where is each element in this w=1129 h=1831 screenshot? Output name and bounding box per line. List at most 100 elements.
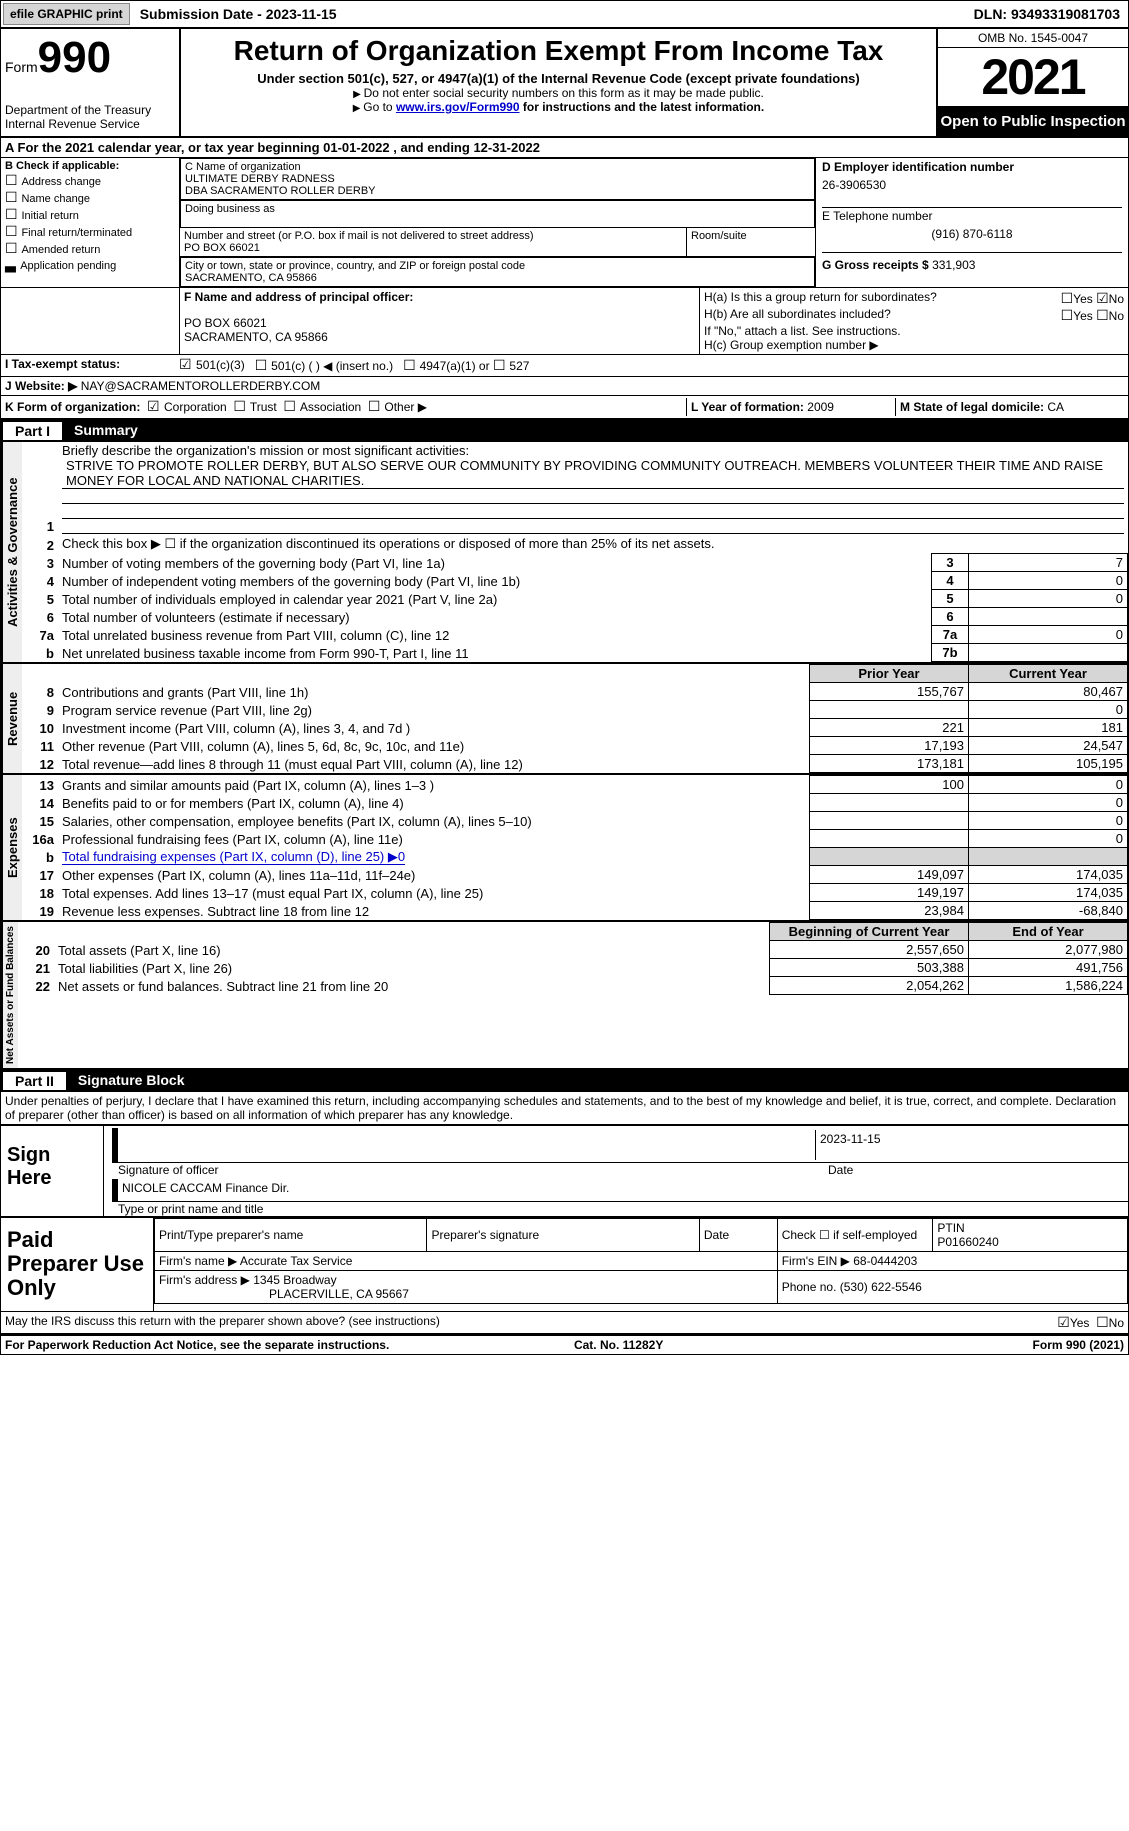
- exp-2-num: 15: [22, 812, 58, 830]
- gross-receipts: G Gross receipts $ 331,903: [822, 254, 1122, 272]
- klm-row: K Form of organization: ☑ Corporation ☐ …: [1, 396, 1128, 420]
- ag-5-box: 7b: [932, 644, 969, 662]
- form-ref-num: 990: [1066, 1338, 1086, 1352]
- mission-blank-1: [62, 489, 1124, 504]
- net-0-num: 20: [18, 941, 54, 959]
- form-990-num: 990: [38, 33, 111, 82]
- principal-officer-label: F Name and address of principal officer:: [184, 290, 695, 304]
- open-to-public: Open to Public Inspection: [938, 107, 1128, 136]
- period-mid: , and ending: [393, 140, 473, 155]
- goto-note: Go to www.irs.gov/Form990 for instructio…: [187, 100, 930, 114]
- paid-preparer-body: Print/Type preparer's name Preparer's si…: [154, 1218, 1128, 1311]
- chk-pending-label: Application pending: [20, 260, 116, 272]
- rev-2-cy: 181: [969, 719, 1128, 737]
- col-c: C Name of organization ULTIMATE DERBY RA…: [180, 158, 815, 287]
- exp-4-cy-grey: [969, 848, 1128, 866]
- opt-other: Other ▶: [384, 400, 427, 414]
- section-fh: F Name and address of principal officer:…: [1, 288, 1128, 355]
- exp-2-py: [810, 812, 969, 830]
- tax-exempt-label: I Tax-exempt status:: [5, 357, 179, 374]
- penalty-text: Under penalties of perjury, I declare th…: [1, 1092, 1128, 1124]
- rev-2-num: 10: [22, 719, 58, 737]
- chk-501c[interactable]: ☐ 501(c) ( ) ◀ (insert no.): [255, 357, 393, 374]
- hb-note: If "No," attach a list. See instructions…: [704, 324, 1124, 338]
- paid-head-3: Check ☐ if self-employed: [777, 1219, 933, 1252]
- form-title: Return of Organization Exempt From Incom…: [187, 35, 930, 67]
- exp-0-py: 100: [810, 776, 969, 794]
- cat-no: Cat. No. 11282Y: [574, 1338, 663, 1352]
- chk-final-label: Final return/terminated: [21, 227, 132, 239]
- goto-post: for instructions and the latest informat…: [520, 100, 765, 114]
- city-box: City or town, state or province, country…: [180, 257, 815, 287]
- exp-1-py: [810, 794, 969, 812]
- hb-yes: Yes: [1073, 309, 1093, 323]
- efile-print-button[interactable]: efile GRAPHIC print: [3, 3, 130, 25]
- form-ref: Form 990 (2021): [1033, 1338, 1124, 1352]
- end-year-head: End of Year: [969, 923, 1128, 941]
- submission-date: Submission Date - 2023-11-15: [132, 2, 345, 26]
- firm-addr-label: Firm's address ▶: [159, 1273, 250, 1287]
- rev-3-num: 11: [22, 737, 58, 755]
- omb-number: OMB No. 1545-0047: [938, 29, 1128, 48]
- period-prefix: A For the 2021 calendar year, or tax yea…: [5, 140, 323, 155]
- net-2-cy: 1,586,224: [969, 977, 1128, 995]
- part-1-header: Part I Summary: [1, 420, 1128, 442]
- top-bar: efile GRAPHIC print Submission Date - 20…: [1, 1, 1128, 29]
- ha-yes: Yes: [1073, 292, 1093, 306]
- rev-4-num: 12: [22, 755, 58, 773]
- form-header: Form990 Department of the Treasury Inter…: [1, 29, 1128, 138]
- chk-amended[interactable]: ☐ Amended return: [5, 240, 175, 257]
- chk-name[interactable]: ☐ Name change: [5, 189, 175, 206]
- officer-addr-2: SACRAMENTO, CA 95866: [184, 330, 695, 344]
- opt-assoc: Association: [300, 400, 361, 414]
- dba-label: Doing business as: [185, 203, 810, 215]
- irs-link[interactable]: www.irs.gov/Form990: [396, 100, 520, 114]
- ptin-value: P01660240: [937, 1235, 998, 1249]
- begin-year-head: Beginning of Current Year: [770, 923, 969, 941]
- chk-527[interactable]: ☐ 527: [493, 357, 529, 374]
- chk-initial[interactable]: ☐ Initial return: [5, 206, 175, 223]
- year-formation: L Year of formation: 2009: [686, 398, 895, 416]
- chk-address[interactable]: ☐ Address change: [5, 172, 175, 189]
- firm-ein-value: 68-0444203: [853, 1254, 917, 1268]
- exp-1-cy: 0: [969, 794, 1128, 812]
- hc-label: H(c) Group exemption number ▶: [704, 338, 1124, 352]
- chk-pending[interactable]: ▃ Application pending: [5, 257, 175, 273]
- chk-final[interactable]: ☐ Final return/terminated: [5, 223, 175, 240]
- name-line: NICOLE CACCAM Finance Dir.: [112, 1179, 1128, 1202]
- section-bcd: B Check if applicable: ☐ Address change …: [1, 158, 1128, 288]
- net-1-num: 21: [18, 959, 54, 977]
- room-label: Room/suite: [691, 230, 811, 242]
- ssn-note: Do not enter social security numbers on …: [187, 86, 930, 100]
- col-b: B Check if applicable: ☐ Address change …: [1, 158, 180, 287]
- chk-501c-label: 501(c) ( ) ◀ (insert no.): [271, 359, 393, 373]
- net-0-text: Total assets (Part X, line 16): [54, 941, 770, 959]
- exp-5-py: 149,097: [810, 866, 969, 884]
- ha-label: H(a) Is this a group return for subordin…: [704, 290, 1061, 307]
- exp-5-text: Other expenses (Part IX, column (A), lin…: [58, 866, 810, 884]
- street-row: Number and street (or P.O. box if mail i…: [180, 228, 815, 257]
- chk-501c3[interactable]: ☑ 501(c)(3): [179, 357, 245, 374]
- summary-table-ag: 1 Briefly describe the organization's mi…: [22, 442, 1128, 662]
- paid-phone-label: Phone no.: [782, 1280, 837, 1294]
- exp-4-num: b: [22, 848, 58, 866]
- chk-4947[interactable]: ☐ 4947(a)(1) or: [403, 357, 489, 374]
- org-name-label: C Name of organization: [185, 161, 810, 173]
- mission-blank-3: [62, 519, 1124, 534]
- ag-1-num: 4: [22, 572, 58, 590]
- sig-date-label: Date: [828, 1163, 1128, 1177]
- paid-head-0: Print/Type preparer's name: [155, 1219, 427, 1252]
- exp-5-num: 17: [22, 866, 58, 884]
- rev-2-py: 221: [810, 719, 969, 737]
- opt-trust: Trust: [250, 400, 277, 414]
- ag-4-num: 7a: [22, 626, 58, 644]
- net-assets-section: Net Assets or Fund Balances Beginning of…: [1, 922, 1128, 1070]
- ag-2-num: 5: [22, 590, 58, 608]
- ag-4-box: 7a: [932, 626, 969, 644]
- city-value: SACRAMENTO, CA 95866: [185, 272, 810, 284]
- phone-value: (916) 870-6118: [822, 223, 1122, 251]
- hb-label: H(b) Are all subordinates included?: [704, 307, 1061, 324]
- form-990-page: efile GRAPHIC print Submission Date - 20…: [0, 0, 1129, 1355]
- ha-no: No: [1109, 292, 1124, 306]
- sig-date-value: 2023-11-15: [815, 1130, 1124, 1160]
